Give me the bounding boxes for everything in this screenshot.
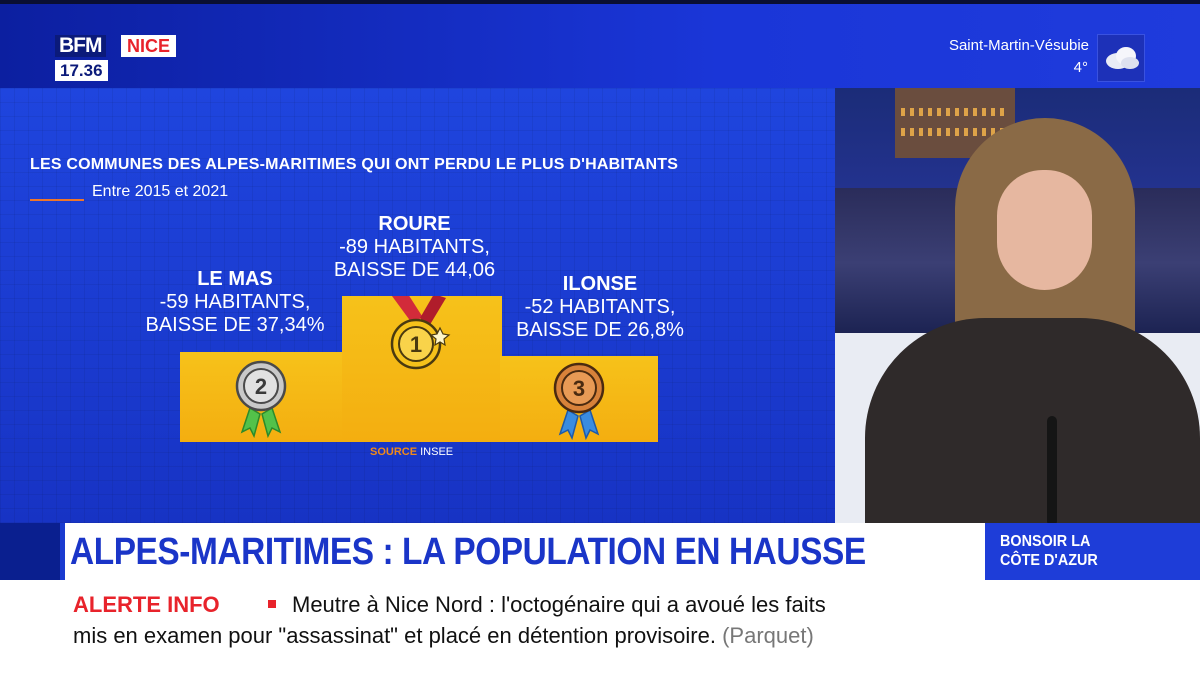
silver-medal-icon: 2 — [235, 360, 287, 439]
source-value: INSEE — [420, 446, 454, 458]
microphone — [1047, 416, 1057, 523]
headline-text: ALPES-MARITIMES : LA POPULATION EN HAUSS… — [70, 531, 866, 573]
alert-label: ALERTE INFO — [73, 592, 220, 617]
channel-logo: BFM — [55, 35, 106, 57]
cloud-icon — [1106, 47, 1139, 69]
podium-block-third: 3 — [500, 356, 658, 442]
weather-icon-box — [1097, 34, 1145, 82]
commune-decline: BAISSE DE 26,8% — [516, 319, 684, 341]
ticker-text-line2: mis en examen pour "assassinat" et placé… — [73, 623, 814, 649]
presenter-body — [865, 318, 1200, 523]
rank-number: 3 — [573, 376, 585, 401]
headline-accent — [60, 523, 65, 580]
podium-block-second: 2 — [180, 352, 342, 442]
backdrop-lights — [901, 128, 1009, 136]
graphic-subtitle: Entre 2015 et 2021 — [92, 183, 229, 200]
podium-block-first: 1 — [342, 294, 502, 442]
commune-name: LE MAS — [197, 268, 273, 290]
rank-number: 2 — [255, 374, 267, 399]
news-ticker: ALERTE INFO Meutre à Nice Nord : l'octog… — [0, 580, 1200, 675]
program-title: BONSOIR LA CÔTE D'AZUR — [1000, 532, 1098, 570]
channel-region: NICE — [121, 35, 177, 57]
podium-label-first: ROURE -89 HABITANTS, BAISSE DE 44,06 — [312, 213, 517, 282]
program-name: BONSOIR LA CÔTE D'AZUR — [985, 523, 1200, 580]
program-line2: CÔTE D'AZUR — [1000, 552, 1098, 569]
podium-label-second: LE MAS -59 HABITANTS, BAISSE DE 37,34% — [135, 268, 335, 337]
weather-city: Saint-Martin-Vésubie — [948, 37, 1089, 54]
clock: 17.36 — [55, 60, 108, 81]
commune-decline: BAISSE DE 44,06 — [333, 259, 496, 281]
commune-name: ROURE — [378, 213, 451, 235]
gold-medal-icon: 1 — [390, 294, 451, 370]
graphic-title: LES COMMUNES DES ALPES-MARITIMES QUI ONT… — [30, 156, 679, 173]
alert-dot-icon — [268, 600, 276, 608]
commune-decline: BAISSE DE 37,34% — [145, 314, 325, 336]
presenter-face — [997, 170, 1092, 290]
top-band — [0, 0, 1200, 88]
subtitle-accent-line — [30, 199, 84, 201]
top-edge — [0, 0, 1200, 4]
ticker-text: mis en examen pour "assassinat" et placé… — [73, 623, 716, 648]
podium-label-third: ILONSE -52 HABITANTS, BAISSE DE 26,8% — [500, 273, 700, 342]
program-line1: BONSOIR LA — [1000, 533, 1091, 550]
ticker-source: (Parquet) — [722, 623, 814, 648]
commune-loss: -52 HABITANTS, — [524, 296, 676, 318]
source-key: SOURCE — [370, 446, 418, 458]
headline-strip: ALPES-MARITIMES : LA POPULATION EN HAUSS… — [60, 523, 985, 580]
backdrop-lights — [901, 108, 1009, 116]
infographic-panel: LES COMMUNES DES ALPES-MARITIMES QUI ONT… — [0, 88, 835, 523]
commune-name: ILONSE — [562, 273, 638, 295]
weather-temperature: 4° — [1073, 59, 1088, 76]
graphic-source: SOURCE INSEE — [370, 446, 453, 458]
ticker-text-line1: Meutre à Nice Nord : l'octogénaire qui a… — [292, 592, 826, 617]
presenter-video — [835, 88, 1200, 523]
commune-loss: -59 HABITANTS, — [159, 291, 311, 313]
bronze-medal-icon: 3 — [553, 362, 605, 441]
rank-number: 1 — [410, 332, 422, 357]
commune-loss: -89 HABITANTS, — [339, 236, 490, 258]
